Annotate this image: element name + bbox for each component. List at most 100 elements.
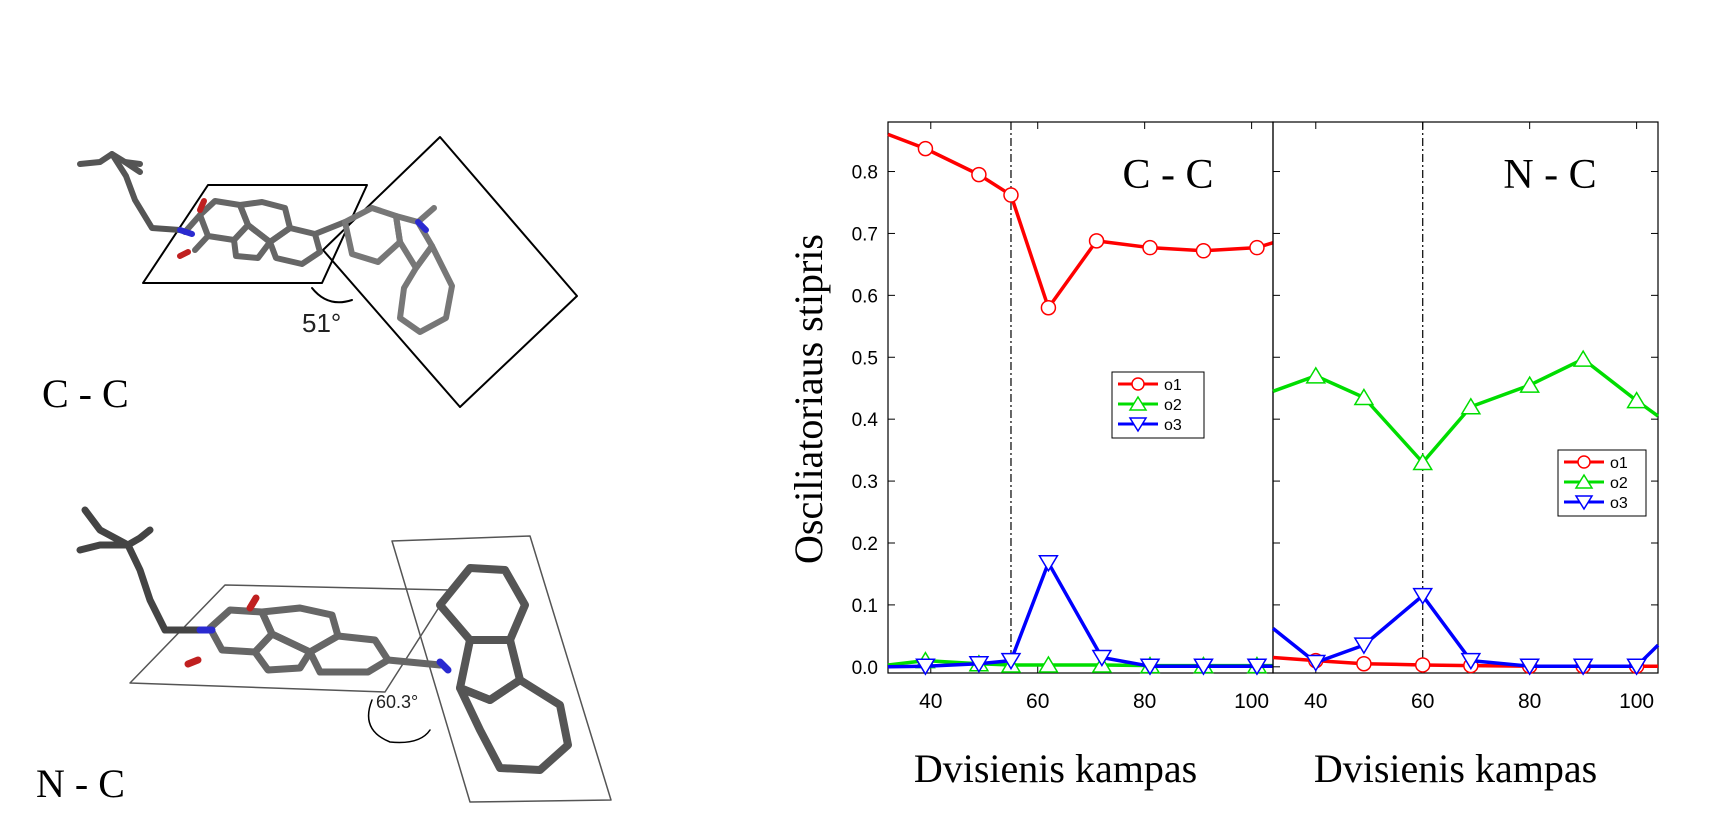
point-0-o3-2 <box>968 655 990 674</box>
legend-label-0-o3: o3 <box>1164 417 1182 434</box>
y-tick-label-5: 0.5 <box>852 348 878 369</box>
legend-marker-1-o3 <box>1574 495 1594 511</box>
point-1-o3-2 <box>1353 637 1375 655</box>
y-tick-label-3: 0.3 <box>852 472 878 493</box>
legend-label-1-o3: o3 <box>1610 495 1628 512</box>
point-0-o3-6 <box>1139 658 1161 676</box>
series-line-1-o1 <box>1272 655 1658 668</box>
point-1-o1-4 <box>1463 657 1479 674</box>
point-0-o2-1 <box>915 651 936 669</box>
point-1-o3-4 <box>1460 652 1482 671</box>
point-1-o3-1 <box>1305 654 1327 672</box>
point-0-o2-8 <box>1246 656 1268 674</box>
molecule-label-nc: N - C <box>36 761 125 806</box>
point-0-o1-5 <box>1088 233 1105 249</box>
point-0-o3-5 <box>1091 649 1113 667</box>
point-1-o2-5 <box>1519 375 1540 393</box>
point-0-o1-2 <box>971 166 987 183</box>
point-0-o3-4 <box>1038 555 1059 573</box>
legend-label-0-o2: o2 <box>1164 397 1182 414</box>
legend-box-1 <box>1557 449 1647 517</box>
point-1-o2-3 <box>1412 453 1434 471</box>
y-tick-label-1: 0.1 <box>852 596 878 617</box>
x-tick-label-0-1: 60 <box>1026 690 1049 713</box>
y-tick-label-7: 0.7 <box>852 224 878 245</box>
plot-frame-0 <box>887 121 1274 674</box>
point-0-o1-4 <box>1040 299 1057 316</box>
point-0-o1-8 <box>1249 239 1265 256</box>
legend-label-1-o2: o2 <box>1610 475 1628 492</box>
x-tick-label-1-1: 60 <box>1411 690 1434 713</box>
point-1-o3-3 <box>1412 587 1434 606</box>
legend-marker-0-o1 <box>1131 377 1145 391</box>
legend-label-1-o1: o1 <box>1610 455 1628 472</box>
panel-label-1: N - C <box>1503 152 1596 198</box>
point-1-o1-2 <box>1356 655 1372 672</box>
x-axis-label-0: Dvisienis kampas <box>914 746 1197 791</box>
point-0-o1-1 <box>917 140 934 157</box>
point-1-o2-7 <box>1626 391 1647 409</box>
legend-box-0 <box>1111 371 1205 439</box>
point-0-o2-7 <box>1193 656 1214 674</box>
point-0-o3-3 <box>1000 652 1022 671</box>
point-1-o3-6 <box>1572 658 1594 676</box>
y-tick-label-0: 0.0 <box>852 658 878 679</box>
point-0-o3-8 <box>1246 658 1268 676</box>
cc-molecule <box>77 136 578 408</box>
point-1-o3-7 <box>1626 658 1647 676</box>
x-tick-label-1-3: 100 <box>1619 690 1654 713</box>
point-1-o3-5 <box>1519 658 1540 676</box>
y-axis-label: Osciliatoriaus stipris <box>786 234 831 564</box>
series-line-0-o3 <box>887 561 1273 669</box>
legend-marker-0-o3 <box>1128 417 1148 433</box>
point-1-o1-7 <box>1628 658 1645 674</box>
legend-marker-1-o1 <box>1577 455 1591 469</box>
legend-0: o1 o2 o3 <box>1111 371 1205 439</box>
x-tick-label-0-0: 40 <box>919 690 942 713</box>
x-axis-label-1: Dvisienis kampas <box>1314 746 1597 791</box>
panel-label-0: C - C <box>1122 152 1213 198</box>
point-1-o2-4 <box>1460 397 1482 415</box>
nc-angle-label: 60.3° <box>376 692 418 712</box>
point-1-o1-5 <box>1521 658 1538 674</box>
y-tick-label-4: 0.4 <box>852 410 879 431</box>
point-0-o2-4 <box>1038 655 1059 673</box>
point-0-o3-1 <box>915 658 936 676</box>
x-tick-label-1-2: 80 <box>1518 690 1541 713</box>
legend-marker-0-o2 <box>1128 395 1148 411</box>
point-1-o2-6 <box>1572 349 1594 367</box>
legend-label-0-o1: o1 <box>1164 377 1182 394</box>
point-1-o1-6 <box>1575 658 1591 674</box>
point-0-o2-5 <box>1091 655 1113 673</box>
point-0-o2-3 <box>1000 655 1022 673</box>
plot-frame-1 <box>1272 121 1659 674</box>
point-0-o1-7 <box>1195 243 1212 259</box>
series-line-1-o3 <box>1271 593 1660 668</box>
panel-nc: 40 60 80 100 Dvisienis kampas N - C o1 o2 o3 <box>1271 121 1660 791</box>
cc-angle-label: 51° <box>302 308 341 338</box>
x-tick-label-0-2: 80 <box>1133 690 1156 713</box>
nc-molecule <box>76 506 612 803</box>
series-line-0-o2 <box>887 658 1273 668</box>
point-1-o2-1 <box>1305 366 1327 384</box>
point-0-o1-6 <box>1142 239 1158 256</box>
molecule-structures: 51° 60.3° <box>76 136 612 803</box>
legend-1: o1 o2 o3 <box>1557 449 1647 517</box>
point-0-o2-6 <box>1139 656 1161 674</box>
x-tick-label-0-3: 100 <box>1234 690 1269 713</box>
point-1-o1-3 <box>1414 657 1431 673</box>
y-tick-label-6: 0.6 <box>852 286 878 307</box>
panel-cc: 40 60 80 100 Dvisienis kampas C - C o1 o2 o3 <box>887 121 1274 791</box>
molecule-label-cc: C - C <box>42 371 129 416</box>
series-line-0-o1 <box>887 132 1274 310</box>
legend-marker-1-o2 <box>1574 473 1594 489</box>
y-tick-label-8: 0.8 <box>852 163 878 184</box>
point-0-o2-2 <box>968 654 990 672</box>
series-line-1-o2 <box>1272 357 1660 465</box>
point-0-o1-3 <box>1003 187 1019 203</box>
y-tick-label-2: 0.2 <box>852 534 878 555</box>
point-0-o3-7 <box>1193 658 1214 676</box>
point-1-o1-1 <box>1308 652 1324 669</box>
x-tick-label-1-0: 40 <box>1304 690 1327 713</box>
point-1-o2-2 <box>1353 388 1375 406</box>
